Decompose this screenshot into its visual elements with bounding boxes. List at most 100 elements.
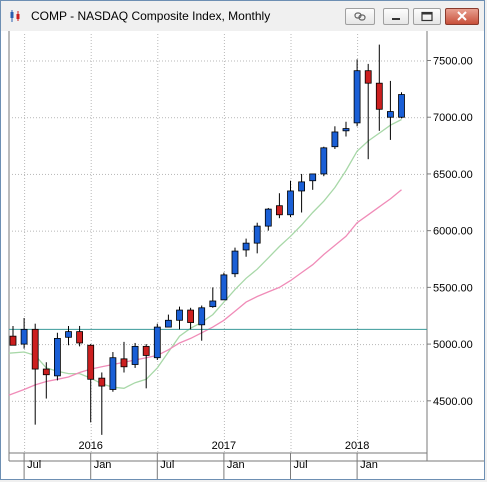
grid-dot	[90, 235, 92, 236]
grid-dot	[357, 52, 359, 53]
grid-dot	[165, 60, 166, 62]
candle[interactable]	[42, 362, 50, 399]
candle[interactable]	[298, 173, 306, 213]
grid-dot	[157, 307, 159, 308]
candle[interactable]	[31, 323, 39, 425]
candle[interactable]	[375, 44, 383, 131]
candle[interactable]	[253, 222, 261, 254]
grid-dot	[357, 223, 359, 224]
close-button[interactable]	[445, 8, 479, 25]
grid-dot	[24, 127, 26, 128]
grid-dot	[24, 448, 26, 449]
candle[interactable]	[364, 63, 372, 160]
grid-dot	[132, 344, 133, 346]
grid-dot	[135, 287, 136, 289]
candle[interactable]	[264, 207, 272, 231]
grid-dot	[290, 109, 292, 110]
grid-dot	[157, 256, 159, 257]
grid-dot	[290, 379, 292, 380]
title-bar[interactable]: COMP - NASDAQ Composite Index, Monthly	[1, 1, 484, 32]
candle[interactable]	[153, 323, 161, 360]
grid-dot	[90, 208, 92, 209]
candle[interactable]	[142, 344, 150, 389]
candle[interactable]	[231, 247, 239, 278]
candle[interactable]	[87, 344, 95, 423]
candle-body-down	[142, 345, 150, 356]
candle[interactable]	[198, 305, 206, 341]
grid-dot	[223, 367, 225, 368]
candle[interactable]	[353, 59, 361, 127]
candle[interactable]	[287, 180, 294, 218]
grid-dot	[290, 433, 292, 434]
grid-dot	[402, 400, 403, 402]
grid-dot	[93, 60, 94, 62]
grid-dot	[357, 193, 359, 194]
grid-dot	[290, 106, 292, 107]
candle[interactable]	[98, 372, 106, 435]
grid-dot	[90, 436, 92, 437]
candle[interactable]	[386, 80, 394, 140]
grid-dot	[90, 448, 92, 449]
minimize-button[interactable]	[383, 8, 409, 25]
candle[interactable]	[131, 342, 139, 368]
grid-dot	[357, 175, 359, 176]
candle[interactable]	[187, 307, 195, 330]
grid-dot	[129, 287, 130, 289]
candle[interactable]	[65, 325, 72, 346]
grid-dot	[290, 274, 292, 275]
candle[interactable]	[220, 272, 228, 301]
grid-dot	[290, 358, 292, 359]
candle[interactable]	[120, 341, 128, 373]
grid-dot	[357, 199, 359, 200]
grid-dot	[171, 230, 172, 232]
grid-dot	[342, 344, 343, 346]
grid-dot	[132, 60, 133, 62]
candle[interactable]	[275, 193, 283, 219]
grid-dot	[105, 230, 106, 232]
candle[interactable]	[20, 318, 28, 349]
grid-dot	[290, 268, 292, 269]
candle[interactable]	[76, 325, 83, 347]
candle[interactable]	[398, 92, 405, 119]
grid-dot	[290, 418, 292, 419]
grid-dot	[157, 268, 159, 269]
grid-dot	[87, 230, 88, 232]
candle[interactable]	[54, 332, 61, 381]
grid-dot	[223, 157, 225, 158]
grid-dot	[223, 433, 225, 434]
candle[interactable]	[164, 314, 172, 328]
candle[interactable]	[209, 287, 217, 308]
grid-dot	[24, 397, 26, 398]
grid-dot	[297, 117, 298, 119]
candle[interactable]	[320, 146, 328, 177]
grid-dot	[411, 400, 412, 402]
grid-dot	[219, 344, 220, 346]
candlestick-chart[interactable]: 4500.005000.005500.006000.006500.007000.…	[1, 31, 484, 479]
grid-dot	[129, 173, 130, 175]
grid-dot	[60, 287, 61, 289]
candle[interactable]	[176, 306, 183, 330]
grid-dot	[189, 60, 190, 62]
candle[interactable]	[9, 325, 17, 346]
link-button[interactable]	[345, 8, 375, 25]
candle[interactable]	[109, 352, 117, 392]
restore-button[interactable]	[413, 8, 441, 25]
grid-dot	[90, 40, 92, 41]
candle[interactable]	[331, 126, 339, 149]
grid-dot	[138, 344, 139, 346]
grid-dot	[168, 173, 169, 175]
grid-dot	[117, 287, 118, 289]
grid-dot	[90, 196, 92, 197]
grid-dot	[57, 60, 58, 62]
candle[interactable]	[342, 121, 350, 137]
grid-dot	[39, 60, 40, 62]
grid-dot	[282, 400, 283, 402]
grid-dot	[384, 117, 385, 119]
grid-dot	[108, 230, 109, 232]
grid-dot	[306, 60, 307, 62]
grid-dot	[84, 400, 85, 402]
candle[interactable]	[242, 238, 250, 257]
grid-dot	[18, 60, 19, 62]
grid-dot	[24, 310, 26, 311]
candle[interactable]	[309, 173, 317, 190]
